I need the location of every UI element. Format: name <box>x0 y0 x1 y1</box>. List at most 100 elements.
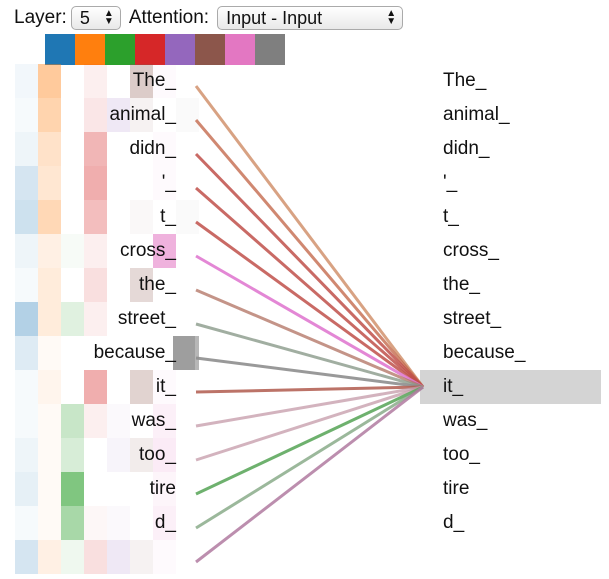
heatmap-cell <box>107 404 130 438</box>
left-token[interactable]: t_ <box>160 206 176 227</box>
heatmap-cell <box>153 506 176 540</box>
heatmap-cell <box>153 540 176 574</box>
select-arrows-icon: ▲ ▼ <box>103 8 114 27</box>
right-token[interactable]: it_ <box>443 376 464 397</box>
heatmap-cell <box>130 268 153 302</box>
right-token[interactable]: tire <box>443 478 470 499</box>
left-token[interactable]: tire <box>149 478 176 499</box>
left-token[interactable]: too_ <box>139 444 176 465</box>
layer-label: Layer: <box>14 7 67 28</box>
attention-line <box>194 152 425 389</box>
left-token[interactable]: it_ <box>155 376 176 397</box>
head-swatch-5[interactable] <box>165 34 195 65</box>
heatmap-cell <box>38 98 61 132</box>
heatmap-cell <box>107 98 130 132</box>
heatmap-cell <box>84 98 107 132</box>
heatmap-cell <box>38 200 61 234</box>
heatmap-cell <box>38 506 61 540</box>
because-head-highlight <box>173 336 195 370</box>
right-token[interactable]: t_ <box>443 206 459 227</box>
attention-line <box>195 385 424 564</box>
left-token[interactable]: animal_ <box>109 104 176 125</box>
heatmap-cell <box>61 234 84 268</box>
heatmap-cell <box>153 438 176 472</box>
right-token[interactable]: too_ <box>443 444 480 465</box>
head-swatch-8[interactable] <box>255 34 285 65</box>
heatmap-cell <box>84 234 107 268</box>
heatmap-cell <box>15 370 38 404</box>
layer-select[interactable]: 5 ▲ ▼ <box>70 6 121 30</box>
left-token[interactable]: didn_ <box>129 138 177 159</box>
left-token[interactable]: the_ <box>139 274 176 295</box>
attention-line <box>194 85 425 388</box>
heatmap-cell <box>130 370 153 404</box>
left-token[interactable]: was_ <box>131 410 176 431</box>
left-token[interactable]: street_ <box>117 308 176 329</box>
controls-bar: Layer: 5 ▲ ▼ Attention: Input - Input ▲ ▼ <box>14 4 404 32</box>
attention-line <box>195 385 424 394</box>
heatmap-cell <box>15 336 38 370</box>
head-swatch-7[interactable] <box>225 34 255 65</box>
attention-line <box>195 385 424 428</box>
heatmap-cell <box>38 234 61 268</box>
right-token[interactable]: animal_ <box>443 104 510 125</box>
heatmap-cell <box>38 166 61 200</box>
attention-line <box>195 288 424 389</box>
left-token[interactable]: '_ <box>161 172 176 193</box>
head-swatch-1[interactable] <box>45 34 75 65</box>
attention-line <box>195 322 424 389</box>
attention-line <box>195 186 424 389</box>
heatmap-cell <box>130 438 153 472</box>
right-token[interactable]: d_ <box>443 512 465 533</box>
heatmap-cell <box>15 234 38 268</box>
heatmap-cell <box>38 404 61 438</box>
heatmap-cell <box>38 64 61 98</box>
head-swatch-3[interactable] <box>105 34 135 65</box>
heatmap-cell <box>38 472 61 506</box>
right-token[interactable]: '_ <box>443 172 458 193</box>
left-token[interactable]: cross_ <box>120 240 176 261</box>
heatmap-cell <box>84 404 107 438</box>
heatmap-cell <box>84 540 107 574</box>
right-token[interactable]: the_ <box>443 274 480 295</box>
selected-token-highlight <box>420 370 601 404</box>
heatmap-cell <box>130 64 153 98</box>
heatmap-cell <box>61 506 84 540</box>
select-arrows-icon: ▲ ▼ <box>386 8 397 27</box>
right-token[interactable]: was_ <box>443 410 488 431</box>
heatmap-cell <box>84 166 107 200</box>
heatmap-cell <box>61 472 84 506</box>
head-swatch-6[interactable] <box>195 34 225 65</box>
right-token[interactable]: street_ <box>443 308 502 329</box>
attention-line <box>195 356 424 389</box>
heatmap-cell <box>84 268 107 302</box>
left-token[interactable]: because_ <box>93 342 176 363</box>
heatmap-cell <box>15 166 38 200</box>
heatmap-cell <box>15 64 38 98</box>
right-token[interactable]: because_ <box>443 342 526 363</box>
right-token[interactable]: cross_ <box>443 240 499 261</box>
left-token[interactable]: d_ <box>154 512 176 533</box>
head-swatch-4[interactable] <box>135 34 165 65</box>
heatmap-cell <box>15 200 38 234</box>
heatmap-cell <box>38 540 61 574</box>
heatmap-cell <box>15 540 38 574</box>
heatmap-cell <box>15 302 38 336</box>
head-swatch-2[interactable] <box>75 34 105 65</box>
heatmap-cell <box>38 302 61 336</box>
heatmap-cell <box>107 540 130 574</box>
heatmap-cell <box>153 370 176 404</box>
heatmap-cell <box>130 540 153 574</box>
right-token[interactable]: didn_ <box>443 138 490 159</box>
heatmap-cell <box>153 132 176 166</box>
heatmap-cell <box>84 132 107 166</box>
heatmap-cell <box>84 302 107 336</box>
right-token[interactable]: The_ <box>443 70 487 91</box>
attention-select[interactable]: Input - Input ▲ ▼ <box>217 6 404 30</box>
left-token[interactable]: The_ <box>132 70 176 91</box>
heatmap-cell <box>176 200 199 234</box>
attention-line <box>195 254 424 389</box>
attention-line <box>195 220 424 389</box>
heatmap-cell <box>15 404 38 438</box>
